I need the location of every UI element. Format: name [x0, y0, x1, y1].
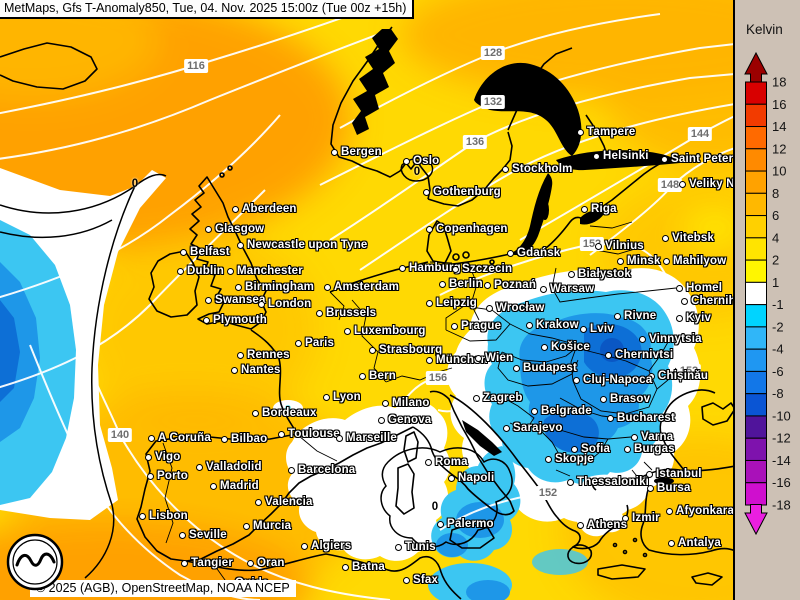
map-title: MetMaps, Gfs T-Anomaly850, Tue, 04. Nov.… [4, 1, 407, 15]
mediterranean-white-zone [273, 400, 450, 561]
legend-tick-label: -16 [772, 475, 791, 490]
legend-colorbar: 18 16 14 12 10 8 6 4 2 1 -1 -2 -4 -6 -8 -10 -12 -14 -16 -18 [744, 51, 791, 536]
legend-cell [745, 326, 767, 350]
legend-tick-label: 6 [772, 208, 779, 223]
legend-cell [745, 304, 767, 328]
legend-tick-label: -8 [772, 386, 784, 401]
legend-cell [745, 237, 767, 261]
legend-cell [745, 259, 767, 283]
legend-tick-label: -4 [772, 342, 784, 357]
legend-tick-label: 2 [772, 253, 779, 268]
balkan-cold-blob [428, 268, 701, 600]
legend-tick-label: -1 [772, 297, 784, 312]
zero-anomaly-contours [0, 157, 513, 579]
metmaps-logo [6, 533, 64, 591]
legend-arrow-up [744, 51, 768, 83]
legend-tick-label: -10 [772, 408, 791, 423]
legend-tick-label: 4 [772, 230, 779, 245]
legend-cell [745, 415, 767, 439]
legend-cell [745, 215, 767, 239]
legend-panel: Kelvin 18 16 14 12 10 8 6 4 2 1 -1 -2 -4 -6 -8 -10 -12 -1… [733, 0, 800, 600]
map-canvas [0, 0, 735, 600]
legend-arrow-down [744, 504, 768, 536]
legend-tick-label: -12 [772, 431, 791, 446]
legend-cell [745, 370, 767, 395]
legend-cell [745, 192, 767, 217]
legend-cell [745, 148, 767, 172]
legend-tick-label: -18 [772, 498, 791, 513]
legend-tick-label: 14 [772, 119, 786, 134]
legend-cell [745, 348, 767, 372]
terrain-sea-fills [352, 29, 680, 485]
legend-cell [745, 393, 767, 417]
legend-tick-label: -14 [772, 453, 791, 468]
legend-tick-label: 12 [772, 141, 786, 156]
legend-tick-label: 18 [772, 75, 786, 90]
legend-cell [745, 437, 767, 461]
country-borders [162, 221, 677, 595]
legend-tick-label: 10 [772, 164, 786, 179]
legend-cell [745, 170, 767, 194]
legend-cell [745, 81, 767, 105]
title-bar: MetMaps, Gfs T-Anomaly850, Tue, 04. Nov.… [0, 0, 415, 19]
legend-title: Kelvin [746, 22, 783, 37]
legend-tick-label: 8 [772, 186, 779, 201]
legend-cell [745, 103, 767, 128]
logo-circle [6, 533, 64, 591]
legend-tick-label: 1 [772, 275, 779, 290]
legend-tick-label: -2 [772, 319, 784, 334]
legend-cell [745, 281, 767, 306]
legend-cell [745, 482, 767, 506]
legend-tick-label: -6 [772, 364, 784, 379]
logo-wave-icon [15, 552, 56, 567]
legend-cell [745, 459, 767, 484]
legend-tick-label: 16 [772, 97, 786, 112]
legend-cell [745, 126, 767, 150]
coastlines [0, 26, 735, 600]
